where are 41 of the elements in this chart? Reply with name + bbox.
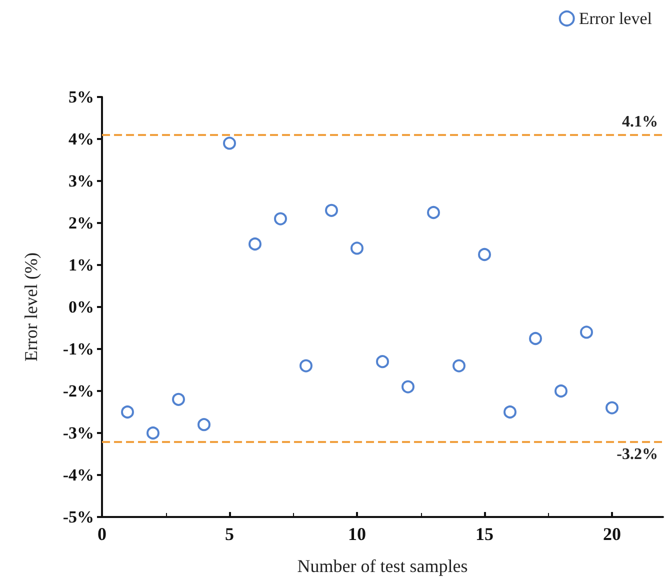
- y-axis-title: Error level (%): [21, 252, 41, 362]
- point: [580, 326, 593, 339]
- point: [172, 392, 185, 406]
- point: [376, 355, 389, 368]
- point: [121, 406, 134, 418]
- y-tick-label: 5%: [68, 88, 94, 106]
- y-tick-label: -5%: [62, 508, 94, 526]
- point: [325, 204, 338, 217]
- y-tick-label: 2%: [68, 214, 94, 232]
- y-tick-label: 0%: [68, 298, 94, 316]
- point: [427, 206, 440, 219]
- y-tick-label: -2%: [62, 382, 94, 400]
- y-tick-label: -1%: [62, 340, 94, 358]
- ref-line-label: 4.1%: [622, 113, 658, 130]
- point: [452, 359, 466, 372]
- point: [274, 212, 287, 226]
- y-tick-label: -4%: [62, 466, 94, 484]
- point: [504, 406, 516, 418]
- point: [198, 418, 210, 432]
- point: [146, 426, 160, 440]
- point: [554, 384, 568, 398]
- point: [248, 238, 262, 250]
- x-tick-label: 15: [476, 524, 494, 544]
- legend-label: Error level: [578, 9, 652, 28]
- point: [402, 380, 414, 394]
- y-tick-label: 1%: [68, 256, 94, 274]
- x-tick-label: 5: [225, 524, 234, 544]
- x-axis-title: Number of test samples: [297, 556, 468, 576]
- point: [606, 401, 618, 414]
- x-tick-label: 0: [98, 524, 106, 544]
- y-tick-label: 4%: [68, 130, 94, 148]
- point: [223, 136, 236, 150]
- point: [300, 359, 312, 372]
- y-tick-label: 3%: [68, 172, 94, 190]
- y-tick-label: -3%: [62, 424, 94, 442]
- ref-line-label: -3.2%: [616, 446, 658, 463]
- point: [478, 248, 491, 261]
- x-tick-label: 20: [603, 524, 621, 544]
- point: [529, 332, 542, 345]
- x-tick-label: 10: [348, 524, 366, 544]
- point: [350, 242, 364, 255]
